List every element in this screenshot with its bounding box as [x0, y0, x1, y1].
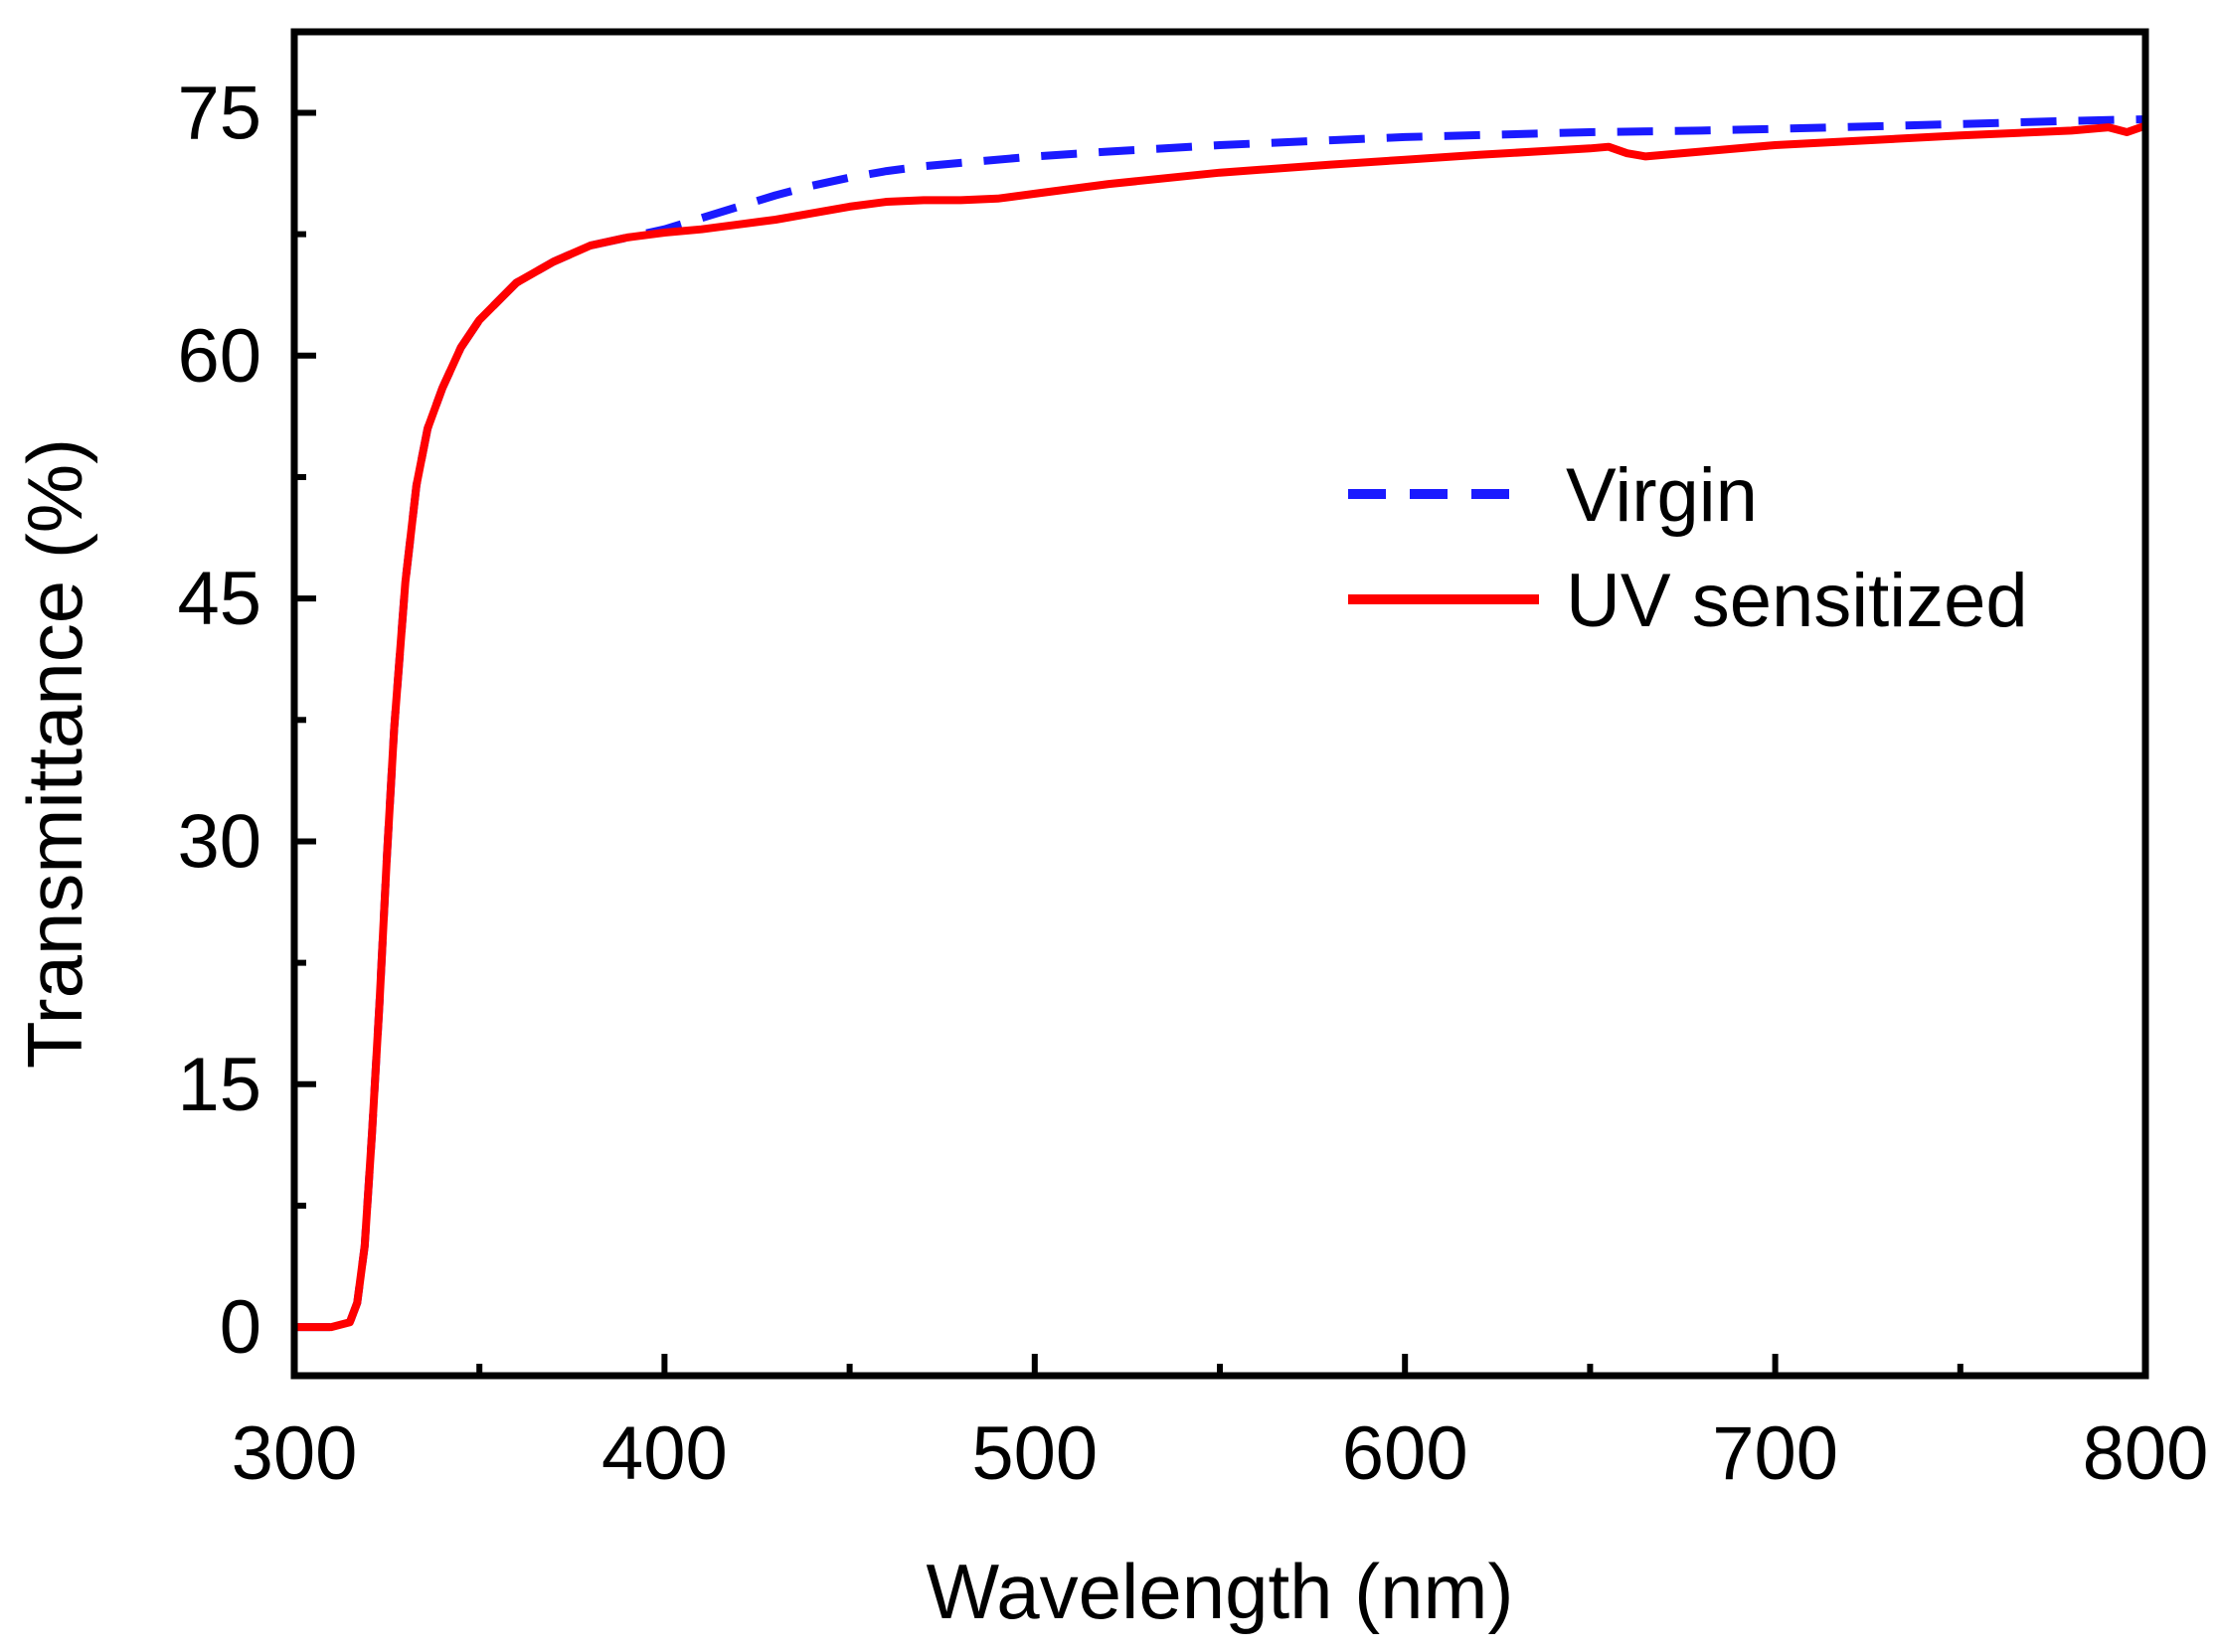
y-tick-label-75: 75	[177, 71, 261, 155]
x-tick-label-600: 600	[1342, 1411, 1468, 1496]
y-tick-label-60: 60	[177, 314, 261, 399]
x-tick-label-500: 500	[971, 1411, 1098, 1496]
x-tick-label-400: 400	[601, 1411, 728, 1496]
series-line-virgin	[294, 115, 2146, 1332]
y-tick-label-45: 45	[177, 557, 261, 641]
y-axis-title: Transmittance (%)	[11, 438, 98, 1069]
series-line-uv-sensitized	[294, 121, 2147, 1332]
x-tick-label-800: 800	[2083, 1411, 2209, 1496]
y-tick-label-0: 0	[220, 1285, 261, 1370]
x-tick-label-700: 700	[1712, 1411, 1838, 1496]
legend-label-uv-sensitized: UV sensitized	[1566, 559, 2028, 643]
y-tick-label-15: 15	[177, 1043, 261, 1127]
legend: Virgin UV sensitized	[1348, 453, 2028, 643]
plot-frame	[290, 28, 2149, 1380]
x-tick-label-300: 300	[232, 1411, 358, 1496]
x-axis-title: Wavelength (nm)	[927, 1548, 1514, 1635]
y-tick-label-30: 30	[177, 799, 261, 884]
legend-label-virgin: Virgin	[1566, 453, 1758, 538]
